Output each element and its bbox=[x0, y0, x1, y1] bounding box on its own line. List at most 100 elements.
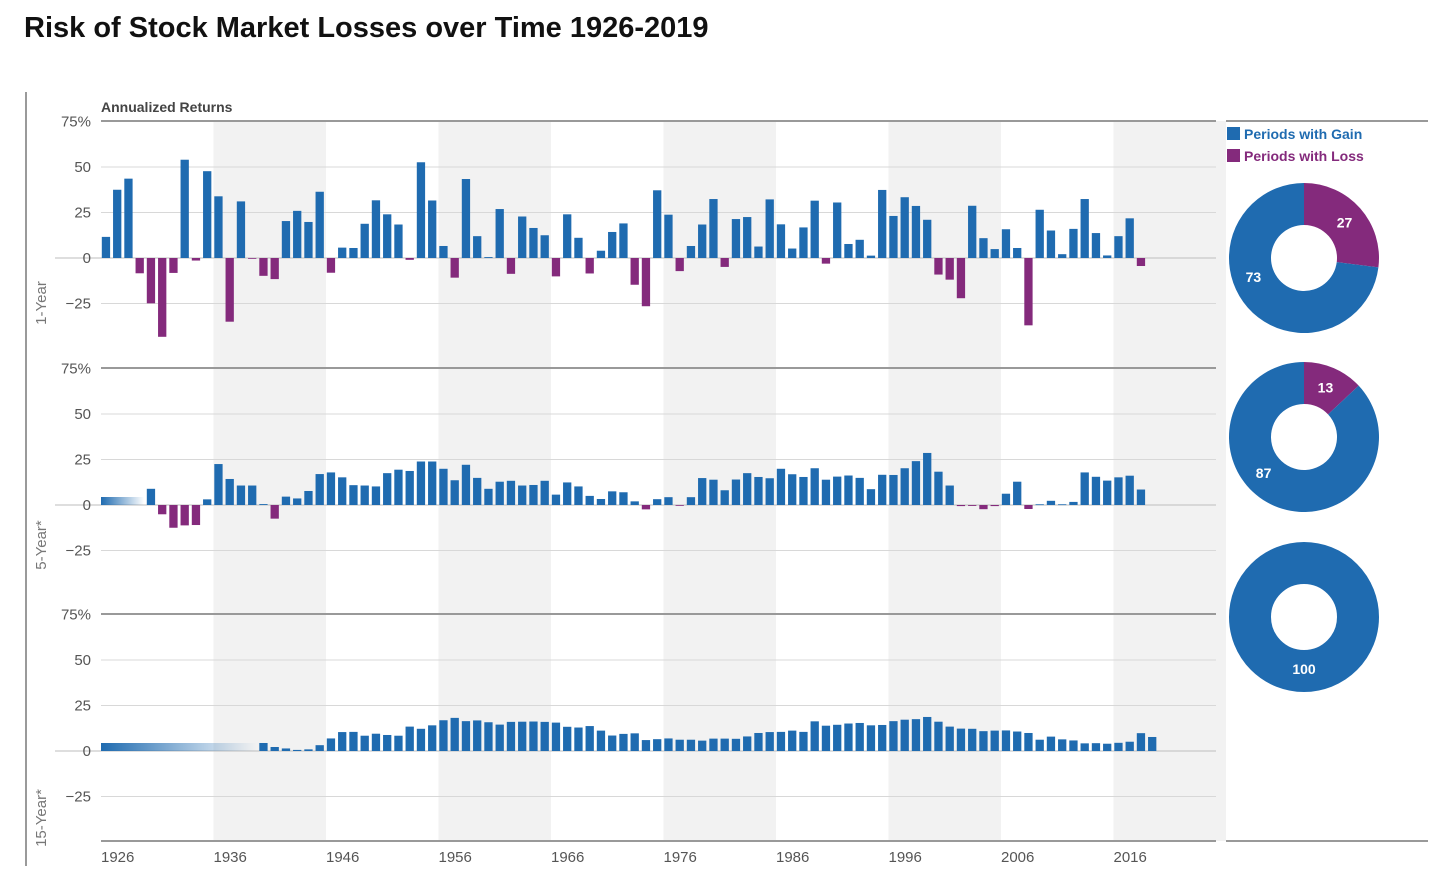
bar-1-Year-2016 bbox=[1114, 236, 1123, 258]
bar-1-Year-2011 bbox=[1058, 254, 1067, 258]
bar-5-Year-2010 bbox=[1046, 500, 1056, 505]
donut-loss-arc bbox=[1304, 183, 1379, 268]
bar-15-Year-2012 bbox=[1069, 740, 1078, 751]
bar-15-Year-1951 bbox=[383, 734, 392, 751]
bar-5-Year-1998 bbox=[911, 461, 921, 505]
bar-5-Year-1950 bbox=[371, 486, 381, 505]
bar-5-Year-1936 bbox=[214, 464, 223, 505]
page-title: Risk of Stock Market Losses over Time 19… bbox=[24, 12, 709, 44]
bar-1-Year-1958 bbox=[461, 179, 471, 258]
bar-1-Year-1995 bbox=[878, 189, 887, 258]
bar-1-Year-1976 bbox=[664, 214, 673, 258]
bar-15-Year-1944 bbox=[304, 749, 313, 751]
bar-15-Year-2008 bbox=[1024, 732, 1033, 751]
donut-loss-value: 13 bbox=[1318, 379, 1334, 395]
donut-gain-arc bbox=[1229, 542, 1379, 692]
bar-5-Year-2015 bbox=[1103, 480, 1112, 505]
bar-5-Year-1957 bbox=[450, 480, 459, 505]
bar-1-Year-1937 bbox=[225, 258, 234, 322]
bar-5-Year-1931 bbox=[158, 505, 167, 515]
bar-5-Year-1961 bbox=[495, 481, 504, 505]
bar-15-Year-2016 bbox=[1114, 742, 1123, 751]
bar-15-Year-1958 bbox=[461, 721, 471, 751]
bar-1-Year-1987 bbox=[788, 248, 797, 258]
bar-5-Year-1947 bbox=[338, 477, 347, 505]
bar-1-Year-1985 bbox=[765, 199, 774, 258]
bar-1-Year-1949 bbox=[360, 223, 369, 258]
legend-gain-label: Periods with Gain bbox=[1244, 126, 1362, 142]
bar-1-Year-1983 bbox=[743, 217, 752, 258]
bar-15-Year-1980 bbox=[709, 738, 718, 751]
bar-5-Year-1937 bbox=[225, 478, 234, 505]
bar-1-Year-1979 bbox=[698, 224, 707, 258]
bar-1-Year-2008 bbox=[1024, 258, 1033, 326]
x-tick-label: 1946 bbox=[326, 849, 359, 866]
bar-5-Year-1946 bbox=[326, 472, 336, 505]
bar-15-Year-1983 bbox=[743, 736, 752, 751]
bar-5-Year-1984 bbox=[754, 476, 763, 505]
x-tick-label: 2006 bbox=[1001, 849, 1034, 866]
bar-5-Year-2016 bbox=[1114, 477, 1123, 505]
bar-15-Year-2015 bbox=[1103, 743, 1112, 751]
bar-1-Year-1943 bbox=[293, 210, 302, 258]
bar-15-Year-1989 bbox=[810, 721, 819, 751]
y-tick-label: 50 bbox=[74, 406, 91, 423]
bar-15-Year-2019 bbox=[1148, 736, 1157, 751]
x-tick-label: 1996 bbox=[889, 849, 922, 866]
bar-5-Year-1983 bbox=[743, 473, 752, 505]
bar-15-Year-1950 bbox=[371, 733, 381, 751]
bar-15-Year-1993 bbox=[855, 722, 864, 751]
bar-1-Year-1930 bbox=[146, 258, 156, 304]
bar-5-Year-2012 bbox=[1069, 501, 1078, 505]
bar-1-Year-1928 bbox=[124, 178, 133, 258]
bar-15-Year-1984 bbox=[754, 732, 763, 751]
bar-5-Year-1933 bbox=[180, 505, 189, 526]
bar-1-Year-2018 bbox=[1136, 258, 1146, 267]
bar-5-Year-2014 bbox=[1091, 476, 1101, 505]
bar-1-Year-1967 bbox=[563, 214, 572, 258]
bar-15-Year-2002 bbox=[956, 728, 966, 751]
bar-1-Year-1993 bbox=[855, 239, 864, 258]
bar-1-Year-1991 bbox=[833, 202, 842, 258]
bar-15-Year-1982 bbox=[731, 738, 741, 751]
bar-15-Year-1998 bbox=[911, 719, 921, 751]
bar-5-Year-2003 bbox=[968, 505, 977, 506]
bar-15-Year-1976 bbox=[664, 738, 673, 751]
bar-1-Year-1977 bbox=[675, 258, 684, 272]
bar-1-Year-1963 bbox=[518, 216, 527, 258]
bar-1-Year-1968 bbox=[574, 237, 583, 258]
bar-1-Year-2006 bbox=[1001, 229, 1011, 258]
bar-15-Year-1954 bbox=[416, 728, 426, 751]
bar-15-Year-1961 bbox=[495, 724, 504, 751]
bar-1-Year-1956 bbox=[439, 245, 448, 258]
bar-5-Year-1976 bbox=[664, 497, 673, 505]
bar-15-Year-1995 bbox=[878, 724, 887, 751]
y-tick-label: 50 bbox=[74, 159, 91, 176]
donut-loss-arc bbox=[1304, 362, 1359, 415]
donut-loss-value: 27 bbox=[1337, 214, 1353, 230]
bar-5-Year-1934 bbox=[191, 505, 201, 526]
bar-15-Year-1987 bbox=[788, 730, 797, 751]
bar-1-Year-1946 bbox=[326, 258, 336, 273]
bar-15-Year-1965 bbox=[540, 721, 549, 751]
bar-1-Year-2017 bbox=[1125, 218, 1134, 258]
bar-1-Year-1988 bbox=[799, 227, 808, 258]
bar-15-Year-2010 bbox=[1046, 736, 1056, 751]
bar-1-Year-1952 bbox=[394, 224, 403, 258]
bar-1-Year-1981 bbox=[720, 258, 729, 267]
bar-5-Year-1973 bbox=[630, 501, 639, 505]
bar-5-Year-1991 bbox=[833, 476, 842, 505]
y-tick-label: 50 bbox=[74, 652, 91, 669]
bar-5-Year-1943 bbox=[293, 498, 302, 505]
bar-5-Year-1954 bbox=[416, 461, 426, 505]
bar-1-Year-1939 bbox=[248, 258, 257, 259]
bar-15-Year-1979 bbox=[698, 740, 707, 751]
legend-loss-swatch bbox=[1227, 149, 1240, 162]
bar-1-Year-1957 bbox=[450, 258, 459, 278]
x-tick-label: 1966 bbox=[551, 849, 584, 866]
bar-15-Year-1978 bbox=[686, 739, 696, 751]
bar-1-Year-1935 bbox=[203, 171, 212, 258]
bar-5-Year-1999 bbox=[923, 452, 932, 505]
bar-15-Year-2005 bbox=[990, 730, 999, 751]
bar-1-Year-1940 bbox=[259, 258, 268, 276]
